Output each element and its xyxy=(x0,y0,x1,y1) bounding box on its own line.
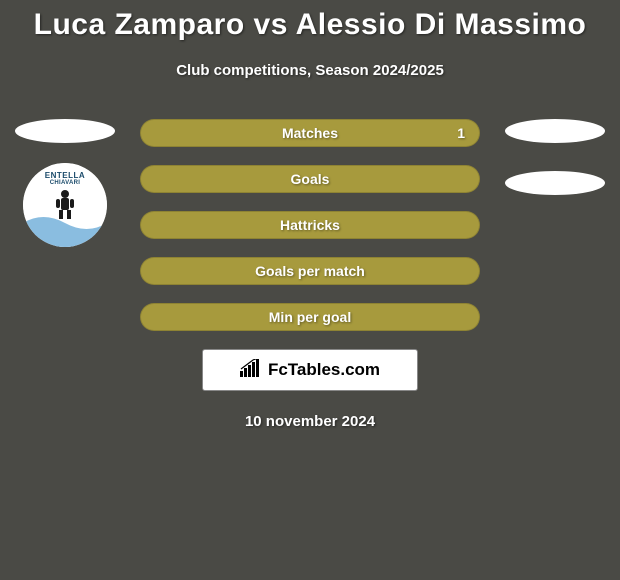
bar-label: Matches xyxy=(282,125,338,141)
bar-value-right: 1 xyxy=(457,125,465,141)
date-line: 10 november 2024 xyxy=(0,413,620,430)
left-player-badge: ENTELLA CHIAVARI xyxy=(23,163,107,247)
right-player-ellipse-1 xyxy=(505,119,605,143)
bar-label: Goals per match xyxy=(255,263,365,279)
chart-bars-icon xyxy=(240,359,264,382)
comparison-card: Luca Zamparo vs Alessio Di Massimo Club … xyxy=(0,0,620,580)
page-title: Luca Zamparo vs Alessio Di Massimo xyxy=(0,0,620,42)
bar-label: Goals xyxy=(291,171,330,187)
right-player-ellipse-2 xyxy=(505,171,605,195)
bar-hattricks: Hattricks xyxy=(140,211,480,239)
bar-goals: Goals xyxy=(140,165,480,193)
content-region: ENTELLA CHIAVARI Matche xyxy=(0,119,620,430)
bar-matches: Matches 1 xyxy=(140,119,480,147)
badge-text-top: ENTELLA xyxy=(23,171,107,180)
badge-text-bottom: CHIAVARI xyxy=(23,180,107,186)
left-player-column: ENTELLA CHIAVARI xyxy=(10,119,120,247)
bar-label: Hattricks xyxy=(280,217,340,233)
bar-goals-per-match: Goals per match xyxy=(140,257,480,285)
stat-bars: Matches 1 Goals Hattricks Goals per matc… xyxy=(140,119,480,331)
bar-min-per-goal: Min per goal xyxy=(140,303,480,331)
left-player-ellipse xyxy=(15,119,115,143)
right-player-column xyxy=(500,119,610,223)
badge-figure-icon xyxy=(53,188,77,220)
brand-logo-text: FcTables.com xyxy=(268,360,380,380)
brand-logo-box: FcTables.com xyxy=(202,349,418,391)
page-subtitle: Club competitions, Season 2024/2025 xyxy=(0,62,620,79)
bar-label: Min per goal xyxy=(269,309,351,325)
